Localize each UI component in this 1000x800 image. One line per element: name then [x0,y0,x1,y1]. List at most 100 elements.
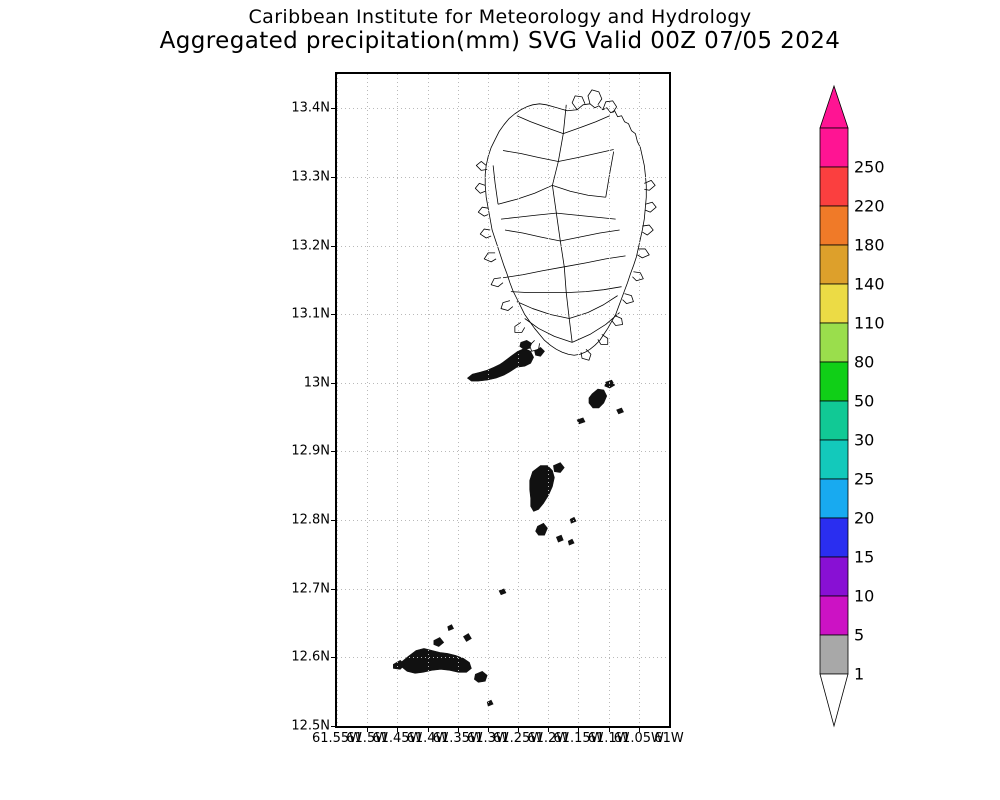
x-axis-tick [518,726,520,732]
y-axis-tick [331,451,337,453]
y-axis-tick [331,657,337,659]
colorbar-band [819,595,849,636]
colorbar-band [819,127,849,168]
x-axis-tick [397,726,399,732]
x-axis-tick [548,726,550,732]
x-axis-tick [608,726,610,732]
y-axis-label: 13.2N [291,238,330,254]
colorbar-tick-label: 10 [854,586,875,606]
colorbar-band [819,634,849,675]
x-axis-tick [578,726,580,732]
y-axis-tick [331,382,337,384]
colorbar-tick-label: 80 [854,352,875,372]
y-axis-label: 12.8N [291,512,330,528]
gridline-vertical [548,74,550,726]
product-title: Aggregated precipitation(mm) SVG Valid 0… [159,28,841,54]
y-axis-label: 13.4N [291,100,330,116]
gridline-horizontal [337,176,669,178]
x-axis-label: 61.5W [346,731,389,746]
y-axis-label: 12.6N [291,649,330,665]
colorbar-band [819,517,849,558]
y-axis-tick [331,176,337,178]
colorbar-tick-label: 50 [854,391,875,411]
y-axis-tick [331,314,337,316]
colorbar-band [819,361,849,402]
colorbar-tick-label: 30 [854,430,875,450]
gridline-horizontal [337,245,669,247]
colorbar-band [819,244,849,285]
y-axis-tick [331,108,337,110]
x-axis-label: 61.15W [553,731,604,746]
precipitation-colorbar: 250 220 180 140 110 80 50 30 25 20 15 10 5 1 [819,84,885,728]
y-axis-tick [331,726,337,727]
x-axis-label: 61.35W [432,731,483,746]
island-geometry [393,89,657,707]
colorbar-band [819,478,849,519]
gridline-vertical [397,74,399,726]
colorbar-tick-label: 140 [854,274,885,294]
colorbar-band [819,322,849,363]
colorbar-band [819,439,849,480]
gridline-vertical [487,74,489,726]
gridline-horizontal [337,588,669,590]
y-axis-tick [331,520,337,522]
gridline-vertical [608,74,610,726]
x-axis-label: 61.25W [493,731,544,746]
gridline-vertical [367,74,369,726]
colorbar-tick-label: 15 [854,547,875,567]
gridline-vertical [457,74,459,726]
gridline-vertical [427,74,429,726]
colorbar-over-arrow [819,84,849,129]
colorbar-tick-label: 20 [854,508,875,528]
x-axis-label: 61W [654,731,684,746]
x-axis-tick [367,726,369,732]
gridline-vertical [578,74,580,726]
y-axis-tick [331,588,337,590]
x-axis-tick [487,726,489,732]
colorbar-tick-label: 1 [854,664,865,684]
x-axis-tick [638,726,640,732]
gridline-horizontal [337,657,669,659]
x-axis-label: 61.3W [467,731,509,746]
institute-title: Caribbean Institute for Meteorology and … [248,6,752,28]
y-axis-label: 12.7N [291,581,330,597]
colorbar-tick-label: 25 [854,469,875,489]
colorbar-band [819,205,849,246]
x-axis-label: 61.05W [613,731,664,746]
colorbar-tick-label: 220 [854,196,885,216]
colorbar-swatches [819,84,849,728]
colorbar-band [819,166,849,207]
x-axis-label: 61.4W [406,731,449,746]
colorbar-tick-label: 110 [854,313,885,333]
y-axis-label: 12.9N [291,443,330,459]
x-axis-label: 61.55W [311,731,363,746]
y-axis-label: 12.5N [291,718,330,734]
colorbar-band [819,283,849,324]
gridline-vertical [337,74,338,726]
gridline-horizontal [337,451,669,453]
gridline-vertical [518,74,520,726]
colorbar-band [819,400,849,441]
colorbar-tick-label: 250 [854,157,885,177]
y-axis-tick [331,245,337,247]
x-axis-tick [457,726,459,732]
y-axis-label: 13N [303,375,330,391]
map-plot-area [337,74,669,726]
y-axis-label: 13.3N [291,169,330,185]
colorbar-band [819,556,849,597]
gridline-horizontal [337,314,669,316]
colorbar-tick-label: 5 [854,625,865,645]
colorbar-under-arrow [819,673,849,728]
gridline-vertical [638,74,640,726]
gridline-horizontal [337,382,669,384]
gridline-horizontal [337,520,669,522]
x-axis-label: 61.1W [587,731,630,746]
x-axis-label: 61.45W [372,731,423,746]
colorbar-tick-label: 180 [854,235,885,255]
x-axis-tick [427,726,429,732]
y-axis-label: 13.1N [291,306,330,322]
gridline-horizontal [337,108,669,110]
x-axis-label: 61.2W [527,731,570,746]
title-block: Caribbean Institute for Meteorology and … [0,6,1000,54]
